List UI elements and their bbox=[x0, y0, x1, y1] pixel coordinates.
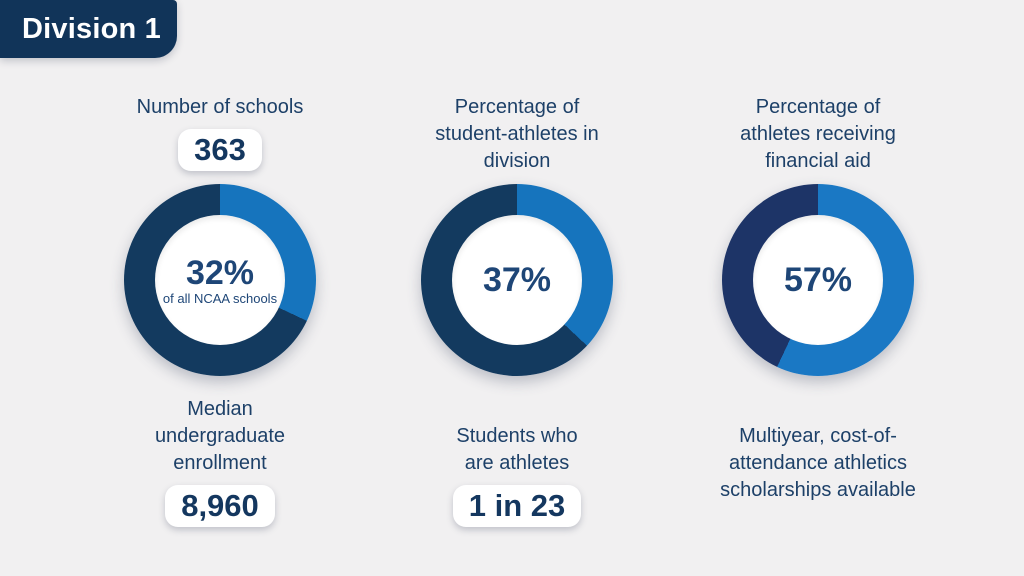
bottom-stat-athlete-ratio: Students who are athletes 1 in 23 bbox=[447, 423, 587, 527]
top-stat-financial-aid: Percentage of athletes receiving financi… bbox=[731, 88, 906, 184]
donut-chart-schools: 32% of all NCAA schools bbox=[124, 184, 316, 376]
division-badge: Division 1 bbox=[0, 0, 177, 58]
donut-center-student-athletes: 37% bbox=[452, 215, 582, 345]
value-pill-athlete-ratio: 1 in 23 bbox=[452, 485, 582, 527]
donut-chart-financial-aid: 57% bbox=[722, 184, 914, 376]
bottom-label-athlete-ratio: Students who are athletes bbox=[456, 425, 578, 474]
donut-percent-student-athletes: 37% bbox=[482, 261, 552, 299]
donut-percent-schools: 32% bbox=[185, 253, 255, 292]
athlete-ratio-value: 1 in 23 bbox=[468, 488, 566, 523]
donut-caption-schools: of all NCAA schools bbox=[162, 290, 278, 306]
bottom-label-enrollment: Median undergraduate enrollment bbox=[154, 398, 286, 474]
donut-center-schools: 32% of all NCAA schools bbox=[155, 215, 285, 345]
value-pill-schools: 363 bbox=[178, 129, 262, 171]
donut-chart-student-athletes: 37% bbox=[421, 184, 613, 376]
value-pill-enrollment: 8,960 bbox=[165, 485, 275, 527]
division-badge-label: Division 1 bbox=[22, 12, 161, 45]
donut-percent-financial-aid: 57% bbox=[783, 261, 853, 299]
top-label-financial-aid: Percentage of athletes receiving financi… bbox=[740, 96, 896, 172]
stat-column-schools: Number of schools 363 32% of all NCAA sc… bbox=[70, 88, 370, 527]
schools-count: 363 bbox=[194, 132, 246, 167]
top-stat-student-athletes: Percentage of student-athletes in divisi… bbox=[435, 88, 600, 184]
top-stat-schools: Number of schools 363 bbox=[136, 88, 304, 184]
donut-center-financial-aid: 57% bbox=[753, 215, 883, 345]
top-label-student-athletes: Percentage of student-athletes in divisi… bbox=[435, 96, 599, 172]
enrollment-value: 8,960 bbox=[181, 488, 259, 523]
stat-column-student-athletes: Percentage of student-athletes in divisi… bbox=[367, 88, 667, 527]
top-label-schools: Number of schools bbox=[136, 96, 304, 118]
bottom-stat-scholarships: Multiyear, cost-of-attendance athletics … bbox=[712, 423, 924, 504]
bottom-label-scholarships: Multiyear, cost-of-attendance athletics … bbox=[720, 425, 916, 501]
bottom-stat-enrollment: Median undergraduate enrollment 8,960 bbox=[148, 396, 293, 527]
stat-column-financial-aid: Percentage of athletes receiving financi… bbox=[668, 88, 968, 504]
